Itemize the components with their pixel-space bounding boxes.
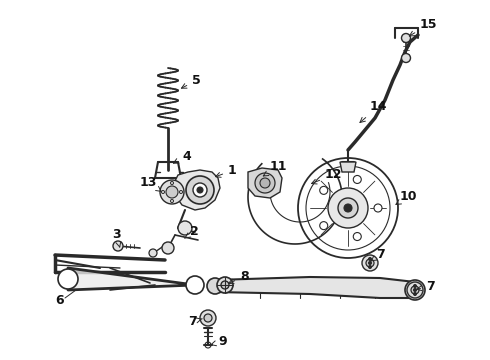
Circle shape	[405, 280, 425, 300]
Circle shape	[200, 310, 216, 326]
Text: 10: 10	[396, 190, 417, 204]
Polygon shape	[215, 277, 415, 298]
Polygon shape	[174, 170, 220, 210]
Circle shape	[414, 292, 416, 296]
Text: 8: 8	[228, 270, 248, 284]
Text: 7: 7	[188, 315, 202, 328]
Circle shape	[344, 204, 352, 212]
Circle shape	[401, 54, 411, 63]
Circle shape	[401, 33, 411, 42]
Circle shape	[178, 221, 192, 235]
Text: 7: 7	[371, 248, 385, 261]
Circle shape	[166, 186, 178, 198]
Circle shape	[353, 175, 361, 184]
Text: 14: 14	[360, 100, 388, 122]
Circle shape	[197, 187, 203, 193]
Polygon shape	[340, 162, 356, 172]
Text: 2: 2	[185, 225, 199, 238]
Circle shape	[162, 242, 174, 254]
Circle shape	[113, 241, 123, 251]
Circle shape	[368, 261, 371, 265]
Circle shape	[320, 222, 328, 230]
Text: 15: 15	[409, 18, 438, 36]
Text: 1: 1	[216, 164, 237, 177]
Circle shape	[410, 285, 420, 295]
Text: 7: 7	[417, 280, 435, 293]
Circle shape	[338, 198, 358, 218]
Circle shape	[407, 282, 423, 298]
Circle shape	[414, 288, 416, 292]
Circle shape	[328, 188, 368, 228]
Text: 13: 13	[140, 176, 161, 192]
Polygon shape	[68, 268, 195, 290]
Circle shape	[368, 266, 371, 269]
Circle shape	[320, 186, 328, 194]
Circle shape	[362, 255, 378, 271]
Text: 5: 5	[181, 74, 201, 88]
Text: 12: 12	[312, 168, 343, 184]
Text: 6: 6	[55, 293, 64, 306]
Circle shape	[353, 233, 361, 240]
Text: 3: 3	[112, 228, 121, 247]
Text: 4: 4	[173, 150, 191, 163]
Circle shape	[58, 269, 78, 289]
Circle shape	[186, 176, 214, 204]
Circle shape	[411, 286, 419, 294]
Circle shape	[193, 183, 207, 197]
Circle shape	[186, 276, 204, 294]
Circle shape	[368, 257, 371, 261]
Text: 11: 11	[263, 160, 288, 176]
Circle shape	[160, 180, 184, 204]
Polygon shape	[248, 168, 282, 198]
Text: 9: 9	[211, 335, 227, 348]
Circle shape	[414, 284, 416, 288]
Circle shape	[366, 259, 374, 267]
Circle shape	[217, 277, 233, 293]
Circle shape	[374, 204, 382, 212]
Circle shape	[255, 173, 275, 193]
Circle shape	[149, 249, 157, 257]
Circle shape	[221, 281, 229, 289]
Circle shape	[260, 178, 270, 188]
Circle shape	[204, 314, 212, 322]
Circle shape	[207, 278, 223, 294]
